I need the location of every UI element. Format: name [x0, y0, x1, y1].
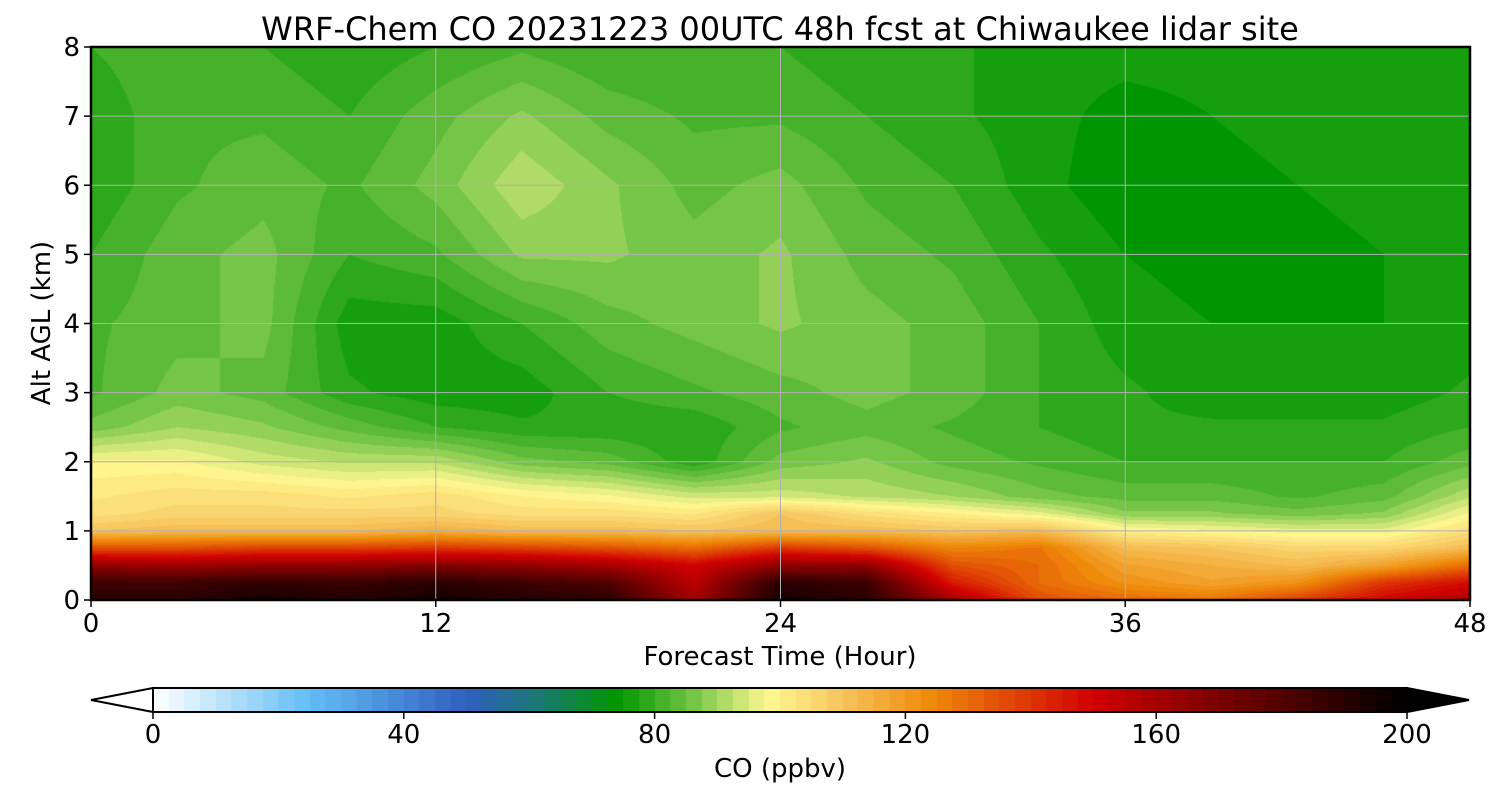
colorbar-tick-label: 80: [638, 720, 671, 750]
colorbar-tick-label: 40: [387, 720, 420, 750]
y-tick-label: 7: [63, 102, 80, 132]
colorbar-label: CO (ppbv): [714, 754, 846, 784]
colorbar-tick-label: 120: [881, 720, 931, 750]
colorbar: 0 40 80 120 160 200 CO (ppbv): [90, 686, 1470, 784]
y-tick-label: 2: [63, 448, 80, 478]
colorbar-tick-label: 0: [145, 720, 162, 750]
y-tick-label: 4: [63, 310, 80, 340]
colorbar-frame: [152, 687, 1408, 713]
y-axis-label: Alt AGL (km): [27, 241, 57, 405]
x-tick-label: 24: [764, 609, 797, 639]
colorbar-gradient: [153, 688, 1408, 712]
y-tick-label: 1: [63, 517, 80, 547]
plot-area: [89, 45, 1472, 602]
y-axis: 0 1 2 3 4 5 6 7 8: [63, 33, 91, 616]
y-tick-label: 3: [63, 379, 80, 409]
y-tick-label: 5: [63, 240, 80, 270]
x-tick-label: 48: [1453, 609, 1486, 639]
x-axis: 0 12 24 36 48: [83, 600, 1487, 639]
x-tick-label: 12: [419, 609, 452, 639]
y-tick-label: 0: [63, 586, 80, 616]
colorbar-tick-label: 200: [1382, 720, 1432, 750]
x-tick-label: 36: [1109, 609, 1142, 639]
chart-title: WRF-Chem CO 20231223 00UTC 48h fcst at C…: [261, 10, 1299, 48]
colorbar-ticks: 0 40 80 120 160 200: [145, 712, 1432, 750]
y-tick-label: 8: [63, 33, 80, 63]
x-tick-label: 0: [83, 609, 100, 639]
y-tick-label: 6: [63, 171, 80, 201]
x-axis-label: Forecast Time (Hour): [643, 642, 916, 672]
colorbar-extend-low: [90, 686, 154, 714]
colorbar-tick-label: 160: [1131, 720, 1181, 750]
colorbar-extend-high: [1406, 686, 1470, 714]
